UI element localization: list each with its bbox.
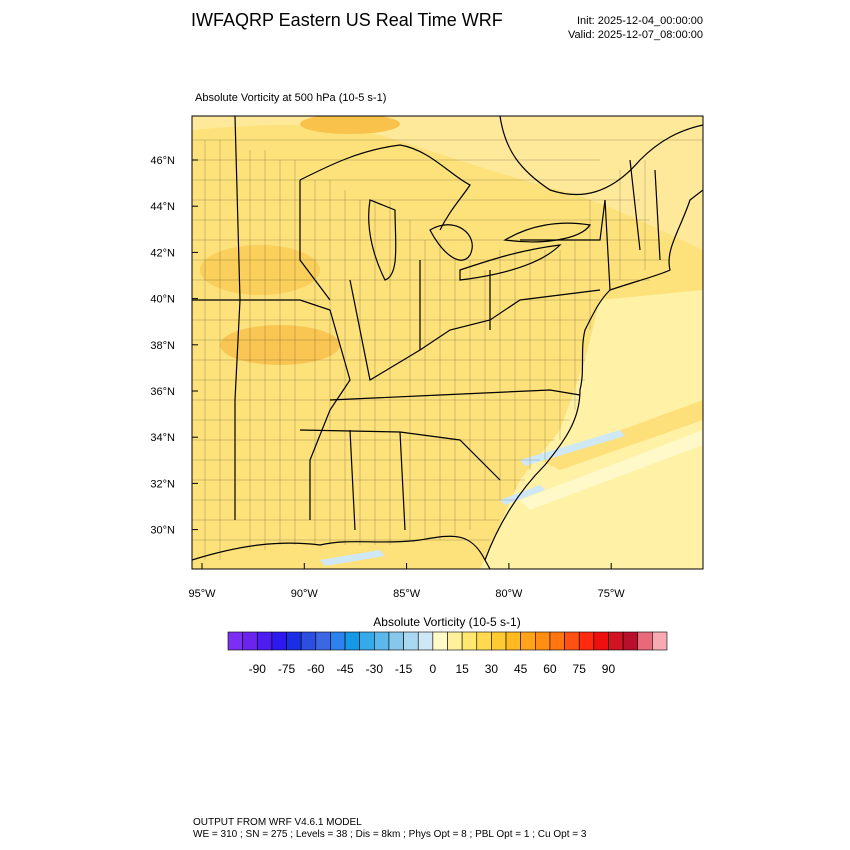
county-lines [192,139,703,560]
field-band [200,245,320,295]
colorbar-label: -60 [307,662,325,676]
colorbar: Absolute Vorticity (10-5 s-1) -90 -75 -60-… [227,615,668,676]
colorbar-swatch [388,631,404,651]
map-subtitle: Absolute Vorticity at 500 hPa (10-5 s-1) [195,92,386,104]
colorbar-swatch [534,631,551,651]
lat-label: 40°N [150,294,175,306]
colorbar-label: -75 [278,662,296,676]
colorbar-swatch [286,631,302,651]
field-band [320,550,385,566]
lon-label: 75°W [598,588,626,600]
colorbar-swatch [330,631,346,651]
colorbar-swatch [344,631,361,651]
colorbar-swatch [637,631,653,651]
lat-label: 34°N [150,432,175,444]
colorbar-swatch [505,631,521,651]
colorbar-swatch [242,631,258,651]
title: IWFAQRP Eastern US Real Time WRF [191,10,503,30]
lon-label: 95°W [188,588,216,600]
colorbar-label: -30 [366,662,384,676]
map: 46°N 44°N 42°N 40°N 38°N 36°N 34°N 32°N 30°N 95°W… [150,115,704,600]
colorbar-label: 75 [573,662,587,676]
colorbar-label: 45 [514,662,528,676]
lat-label: 38°N [150,340,175,352]
map-frame [191,115,704,570]
colorbar-label: -90 [249,662,267,676]
colorbar-swatch [271,631,287,651]
lon-label: 85°W [393,588,421,600]
colorbar-label: -15 [395,662,413,676]
lat-label: 42°N [150,247,175,259]
colorbar-swatch [432,631,448,651]
colorbar-swatch [622,631,639,651]
colorbar-swatch [359,631,375,651]
valid-time: Valid: 2025-12-07_08:00:00 [568,29,703,41]
field-band [300,116,400,134]
colorbar-swatch [227,631,243,651]
lat-label: 46°N [150,155,175,167]
lat-label: 36°N [150,386,175,398]
map-axes: 46°N 44°N 42°N 40°N 38°N 36°N 34°N 32°N 30°N 95°W… [150,155,625,600]
lat-label: 32°N [150,478,175,490]
colorbar-label: -45 [336,662,354,676]
colorbar-swatch [374,631,390,651]
colorbar-swatch [652,631,668,651]
colorbar-label: 90 [602,662,616,676]
footer-line: OUTPUT FROM WRF V4.6.1 MODEL [193,817,362,828]
colorbar-swatch [520,631,536,651]
lon-label: 90°W [291,588,319,600]
colorbar-swatch [564,631,580,651]
colorbar-swatch [491,631,507,651]
init-time: Init: 2025-12-04_00:00:00 [577,15,703,27]
colorbar-swatch [315,631,331,651]
footer-line: WE = 310 ; SN = 275 ; Levels = 38 ; Dis … [193,829,587,840]
lon-label: 80°W [495,588,523,600]
colorbar-swatch [608,631,624,651]
colorbar-swatch [417,631,434,651]
field-band [192,116,703,250]
colorbar-label: 15 [455,662,469,676]
colorbar-swatch [549,631,565,651]
field-band [520,430,625,466]
colorbar-swatch [593,631,609,651]
colorbar-swatch [476,631,492,651]
colorbar-swatch [403,631,419,651]
lat-label: 44°N [150,201,175,213]
colorbar-label: 0 [430,662,437,676]
colorbar-swatch [461,631,478,651]
colorbar-swatch [256,631,273,651]
colorbar-title: Absolute Vorticity (10-5 s-1) [373,615,520,629]
colorbar-swatch [300,631,317,651]
colorbar-swatch [578,631,595,651]
field-band [520,430,703,510]
colorbar-label: 30 [485,662,499,676]
lat-label: 30°N [150,525,175,537]
colorbar-swatch [447,631,463,651]
colorbar-label: 60 [543,662,557,676]
